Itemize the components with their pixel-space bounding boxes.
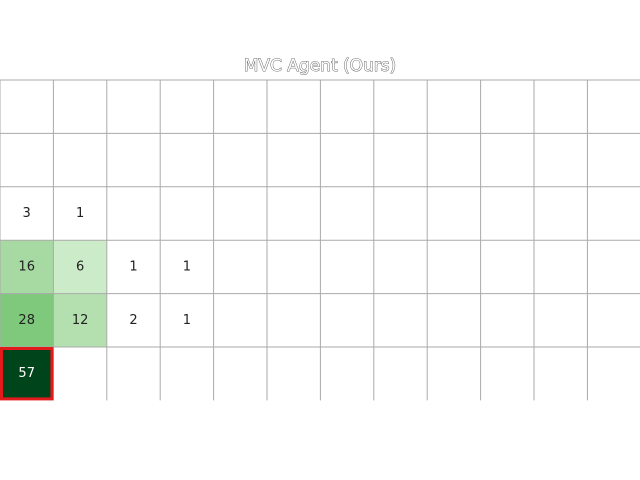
cell-value-label: 28 — [18, 313, 35, 328]
cell-value-label: 6 — [76, 259, 84, 274]
cell-value-label: 1 — [183, 259, 191, 274]
cell-value-label: 16 — [18, 259, 35, 274]
cell-value-label: 12 — [72, 313, 89, 328]
chart-title: MVC Agent (Ours) — [244, 56, 397, 76]
cell-value-label: 1 — [76, 206, 84, 221]
heatmap-cell — [106, 240, 161, 294]
heatmap-cell — [0, 293, 54, 347]
heatmap-cell — [0, 240, 54, 294]
heatmap-cell — [0, 347, 54, 401]
heatmap-cell — [53, 240, 107, 294]
cell-value-label: 1 — [183, 313, 191, 328]
heatmap-cell — [160, 240, 214, 294]
heatmap-cell — [106, 293, 161, 347]
heatmap-grid — [0, 79, 640, 401]
cell-value-label: 57 — [18, 366, 35, 381]
highlight-layer — [0, 347, 54, 401]
highlight-box — [0, 347, 54, 401]
heatmap-labels: 3 1 16 6 1 1 28 12 2 1 57 — [18, 206, 191, 381]
cell-value-label: 2 — [129, 313, 137, 328]
heatmap-cells — [0, 186, 214, 401]
heatmap-cell — [53, 293, 107, 347]
cell-value-label: 3 — [23, 206, 31, 221]
heatmap-cell — [0, 186, 54, 241]
heatmap-cell — [53, 186, 107, 241]
heatmap-cell — [160, 293, 214, 347]
cell-value-label: 1 — [129, 259, 137, 274]
